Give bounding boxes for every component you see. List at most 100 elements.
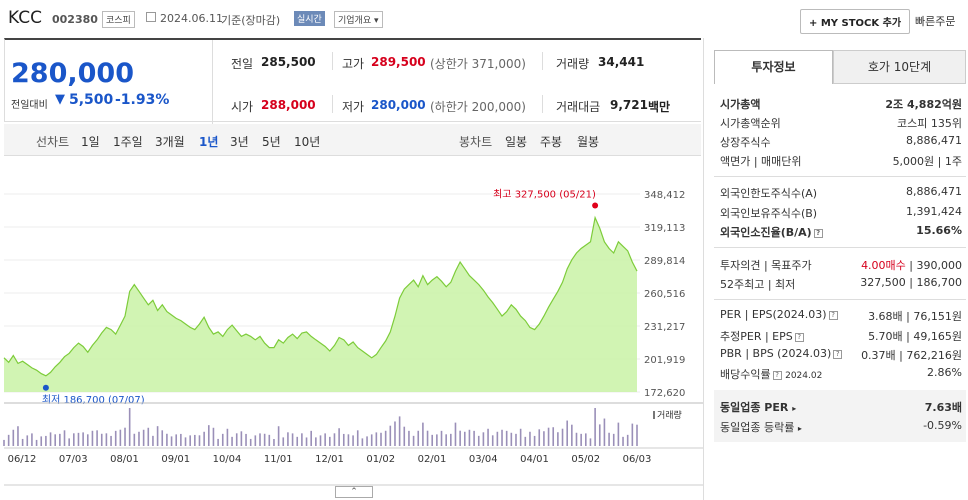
period-1y[interactable]: 1년 (199, 135, 219, 149)
volume-bar (100, 433, 103, 446)
price-area (4, 217, 637, 392)
volume-bar (170, 436, 173, 446)
volume-bar (203, 431, 205, 446)
info-dividend: 배당수익률? 2024.02 2.86% (720, 366, 962, 381)
info-pbr: PBR | BPS (2024.03)? 0.37배 | 762,216원 (720, 347, 962, 362)
volume-bar (557, 432, 559, 446)
volume-bar (384, 430, 387, 446)
volume-bar (547, 427, 550, 446)
volume-bar (389, 425, 392, 446)
period-1w[interactable]: 1주일 (113, 135, 143, 149)
volume-bar (63, 430, 66, 446)
x-tick-label: 05/02 (571, 454, 600, 465)
volume-bar (40, 436, 43, 446)
help-icon[interactable]: ? (813, 228, 823, 238)
x-tick-label: 02/01 (418, 454, 447, 465)
x-tick-label: 07/03 (59, 454, 88, 465)
candle-daily[interactable]: 일봉 (505, 135, 528, 149)
volume-bar (17, 426, 19, 446)
info-par: 액면가 | 매매단위 5,000원 | 1주 (720, 155, 962, 168)
volume-bar (333, 433, 336, 446)
volume-bar (454, 422, 457, 446)
realtime-badge[interactable]: 실시간 (294, 11, 325, 26)
volume-bar (161, 430, 164, 446)
candle-weekly[interactable]: 주봉 (540, 135, 563, 149)
volume-bar (347, 434, 350, 446)
my-stock-add-button[interactable]: + MY STOCK 추가 (800, 9, 911, 34)
upper-limit: (상한가 371,000) (430, 57, 526, 71)
volume-bar (301, 433, 303, 446)
volume-bar (105, 433, 108, 446)
amount-unit: 백만 (648, 100, 671, 114)
volume-bar (561, 428, 564, 446)
base-date: 2024.06.11 (160, 12, 223, 25)
volume-bar (566, 420, 568, 446)
period-1d[interactable]: 1일 (81, 135, 100, 149)
volume-bar (440, 430, 443, 446)
company-overview-button[interactable]: 기업개요 ▾ (334, 11, 383, 28)
volume-bar (338, 428, 340, 446)
volume-bar (598, 424, 601, 446)
chart-collapse-button[interactable]: ⌃ (335, 486, 373, 498)
low-value: 280,000 (371, 98, 426, 112)
help-icon[interactable]: ? (828, 310, 838, 320)
volume-bar (552, 427, 555, 446)
volume-bar (21, 438, 24, 446)
volume-bar (585, 433, 587, 446)
volume-bar (147, 427, 150, 446)
current-price: 280,000 (11, 58, 134, 89)
volume-bar (329, 436, 331, 446)
down-arrow-icon: ▼ (55, 92, 65, 107)
line-chart-label: 선차트 (36, 135, 70, 149)
volume-bar (459, 430, 461, 446)
volume-bar (221, 433, 224, 446)
volume-bar (352, 435, 354, 446)
volume-bar (124, 427, 126, 446)
info-per: PER | EPS(2024.03)? 3.68배 | 76,151원 (720, 308, 962, 323)
tab-order-book[interactable]: 호가 10단계 (833, 50, 966, 84)
candle-monthly[interactable]: 월봉 (577, 135, 600, 149)
volume-bar (505, 430, 508, 446)
volume-bar (54, 434, 56, 446)
volume-bar (12, 429, 15, 446)
high-value: 289,500 (371, 55, 426, 69)
volume-bar (180, 433, 182, 446)
y-tick-label: 289,814 (644, 256, 685, 267)
volume-bar (519, 428, 522, 446)
volume-bar (398, 416, 401, 446)
period-3y[interactable]: 3년 (230, 135, 249, 149)
volume-bar (626, 434, 629, 446)
base-status: 기준(장마감) (221, 14, 281, 27)
volume-bar (184, 437, 187, 446)
help-icon[interactable]: ? (772, 370, 782, 380)
volume-bar (529, 431, 531, 446)
volume-bar (324, 433, 326, 446)
period-10y[interactable]: 10년 (294, 135, 321, 149)
quick-order-link[interactable]: 빠른주문 (915, 15, 956, 28)
price-summary: 280,000 전일대비 ▼ 5,500 -1.93% 전일 285,500 고… (4, 38, 701, 124)
volume-bar (49, 432, 52, 446)
volume-bar (487, 428, 489, 446)
x-tick-label: 06/03 (623, 454, 652, 465)
x-tick-label: 10/04 (213, 454, 242, 465)
high-label: 고가 (342, 57, 365, 71)
volume-bar (68, 438, 70, 446)
max-point (592, 202, 599, 209)
volume-bar (594, 408, 596, 446)
volume-bar (524, 436, 527, 446)
x-tick-label: 04/01 (520, 454, 549, 465)
volume-bar (152, 435, 154, 446)
tab-investment-info[interactable]: 투자정보 (714, 50, 833, 84)
period-5y[interactable]: 5년 (262, 135, 281, 149)
volume-bar (175, 434, 178, 446)
info-est-per: 추정PER | EPS? 5.70배 | 49,165원 (720, 330, 962, 343)
price-chart[interactable]: 348,412 319,113 289,814 260,516 231,217 201,9… (0, 160, 703, 500)
volume-bar (580, 433, 582, 446)
volume-bar (403, 426, 406, 446)
info-sector-per: 동일업종 PER ▸ 7.63배 (720, 401, 962, 414)
volume-bar (82, 432, 84, 446)
period-3m[interactable]: 3개월 (155, 135, 185, 149)
volume-bars (3, 408, 638, 446)
help-icon[interactable]: ? (794, 332, 804, 342)
help-icon[interactable]: ? (833, 349, 843, 359)
